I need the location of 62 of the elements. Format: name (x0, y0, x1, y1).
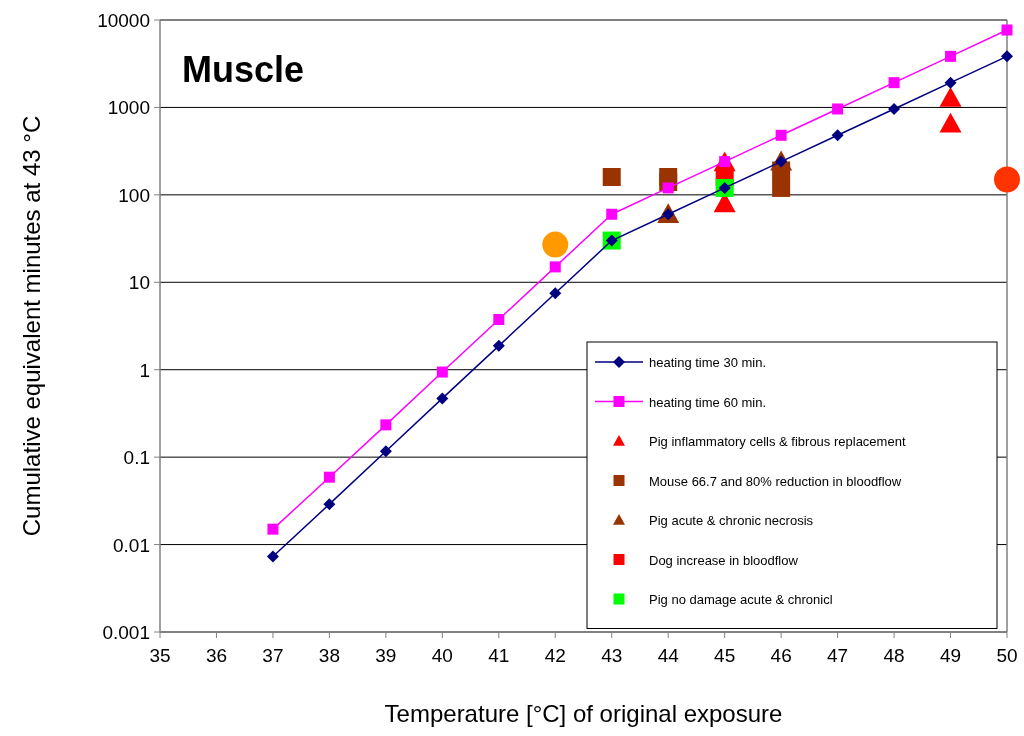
point (888, 102, 901, 115)
point (542, 231, 569, 258)
point (831, 129, 844, 142)
x-tick-label: 35 (149, 645, 171, 666)
point (944, 76, 957, 89)
point (549, 287, 562, 300)
legend-label: Pig acute & chronic necrosis (649, 513, 814, 528)
x-tick-label: 40 (431, 645, 453, 666)
point (493, 314, 505, 326)
point (266, 550, 279, 563)
point (602, 168, 621, 187)
y-tick-label: 1 (139, 359, 150, 381)
y-tick-label: 10000 (97, 10, 150, 31)
legend-label: Mouse 66.7 and 80% reduction in bloodflow (649, 473, 902, 489)
y-tick-label: 10 (128, 272, 150, 294)
legend-label: heating time 60 min. (649, 394, 767, 410)
legend-label: Dog increase in bloodflow (649, 552, 799, 568)
y-axis-title: Cumulative equivalent minutes at 43 °C (18, 115, 45, 537)
x-tick-label: 46 (770, 645, 792, 666)
point (945, 50, 957, 62)
point (939, 112, 962, 133)
x-tick-label: 41 (488, 645, 510, 666)
legend-label: Pig no damage acute & chronicl (649, 592, 833, 607)
point (379, 445, 392, 458)
point (775, 129, 787, 141)
x-tick-label: 36 (205, 645, 228, 666)
y-tick-label: 0.001 (102, 622, 150, 643)
point (436, 366, 448, 378)
point (772, 178, 791, 197)
y-tick-label: 0.1 (123, 447, 150, 469)
point (939, 87, 962, 107)
point (888, 77, 900, 89)
point (323, 498, 336, 511)
x-tick-label: 43 (601, 645, 623, 666)
x-tick-label: 49 (939, 645, 962, 666)
point (606, 208, 618, 220)
point (267, 523, 279, 535)
point (492, 339, 505, 352)
x-tick-label: 44 (657, 645, 680, 666)
point (1001, 24, 1013, 36)
text: Muscle (182, 49, 305, 90)
y-tick-label: 1000 (107, 97, 150, 119)
x-tick-label: 38 (318, 645, 340, 666)
point (380, 419, 392, 431)
point (549, 261, 561, 273)
point (436, 392, 449, 405)
x-axis-title: Temperature [°C] of original exposure (384, 700, 783, 727)
x-tick-label: 42 (544, 645, 566, 666)
x-tick-label: 45 (714, 645, 736, 666)
x-tick-label: 47 (827, 645, 849, 666)
x-tick-label: 39 (375, 645, 397, 666)
point (1001, 50, 1013, 63)
y-tick-label: 0.01 (113, 534, 150, 556)
x-tick-label: 48 (883, 645, 905, 666)
point (832, 103, 844, 115)
x-tick-label: 50 (996, 645, 1018, 666)
point (323, 471, 335, 483)
x-tick-label: 37 (262, 645, 284, 666)
point (994, 166, 1020, 193)
legend-label: Pig inflammatory cells & fibrous replacement (649, 434, 906, 449)
legend-label: heating time 30 min. (649, 355, 767, 370)
y-tick-label: 100 (118, 184, 150, 206)
